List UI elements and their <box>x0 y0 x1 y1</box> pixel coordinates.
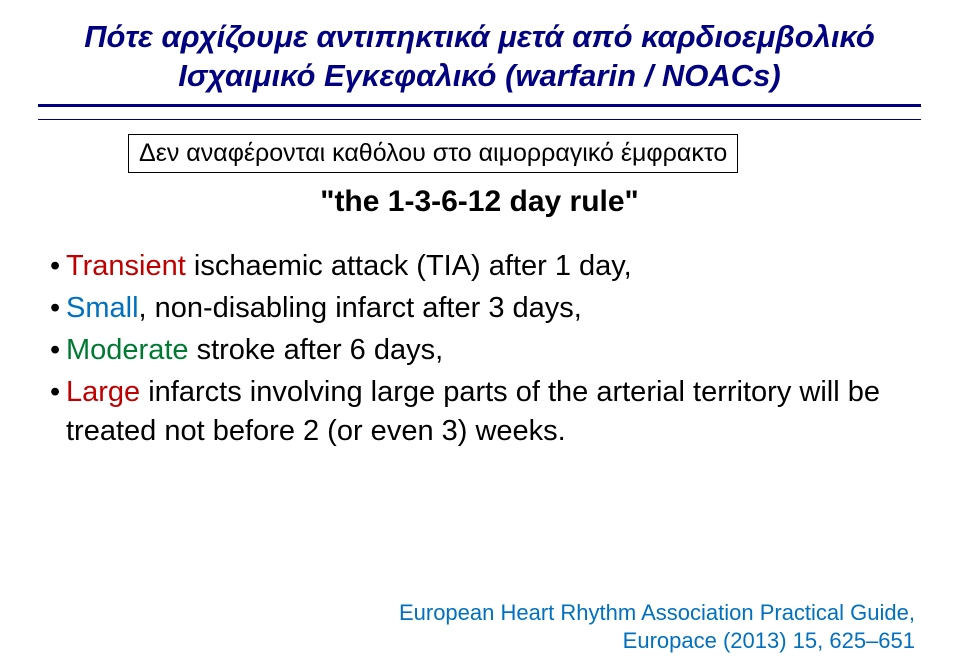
bullet-rest-3: stroke after 6 days, <box>189 334 444 366</box>
bullet-list: Transient ischaemic attack (TIA) after 1… <box>38 247 921 450</box>
bullet-rest-4: infarcts involving large parts of the ar… <box>66 376 880 446</box>
title-line-2: Ισχαιμικό Εγκεφαλικό (warfarin / NOACs) <box>38 57 921 96</box>
bullet-item-4: Large infarcts involving large parts of … <box>50 373 921 450</box>
bullet-item-3: Moderate stroke after 6 days, <box>50 331 921 369</box>
title-divider-thick <box>38 104 921 107</box>
bullet-item-2: Small, non-disabling infarct after 3 day… <box>50 289 921 327</box>
bullet-rest-1: ischaemic attack (TIA) after 1 day, <box>186 250 632 282</box>
rule-heading: "the 1-3-6-12 day rule" <box>38 185 921 219</box>
bullet-highlight-3: Moderate <box>66 334 189 366</box>
note-box: Δεν αναφέρονται καθόλου στο αιμορραγικό … <box>128 134 738 173</box>
bullet-highlight-4: Large <box>66 376 140 408</box>
bullet-item-1: Transient ischaemic attack (TIA) after 1… <box>50 247 921 285</box>
bullet-rest-2: , non-disabling infarct after 3 days, <box>139 292 582 324</box>
bullet-highlight-1: Transient <box>66 250 186 282</box>
title-line-1: Πότε αρχίζουμε αντιπηκτικά μετά από καρδ… <box>38 18 921 57</box>
citation-line-2: Europace (2013) 15, 625–651 <box>399 628 915 654</box>
bullet-highlight-2: Small <box>66 292 139 324</box>
citation-line-1: European Heart Rhythm Association Practi… <box>399 598 915 628</box>
slide-title: Πότε αρχίζουμε αντιπηκτικά μετά από καρδ… <box>38 18 921 96</box>
title-divider-thin <box>38 119 921 120</box>
citation-footer: European Heart Rhythm Association Practi… <box>399 598 915 654</box>
